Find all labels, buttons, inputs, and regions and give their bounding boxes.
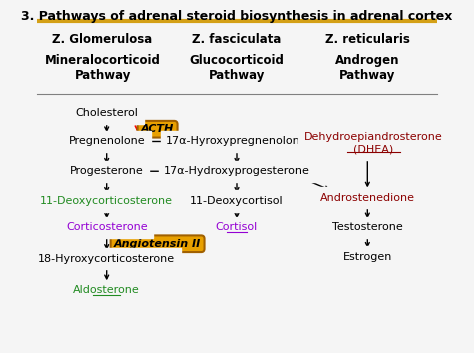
- Text: 3. Pathways of adrenal steroid biosynthesis in adrenal cortex: 3. Pathways of adrenal steroid biosynthe…: [21, 10, 453, 23]
- Text: Androgen
Pathway: Androgen Pathway: [335, 54, 400, 82]
- Text: Angiotensin II: Angiotensin II: [114, 239, 201, 249]
- Text: Dehydroepiandrosterone
(DHEA): Dehydroepiandrosterone (DHEA): [304, 132, 443, 154]
- Text: 17α-Hyroxypregnenolone: 17α-Hyroxypregnenolone: [166, 137, 308, 146]
- Text: Z. reticularis: Z. reticularis: [325, 34, 410, 46]
- Text: Cholesterol: Cholesterol: [75, 108, 138, 119]
- Text: Aldosterone: Aldosterone: [73, 285, 140, 295]
- Text: 11-Deoxycortisol: 11-Deoxycortisol: [190, 196, 284, 206]
- Text: Z. Glomerulosa: Z. Glomerulosa: [53, 34, 153, 46]
- Text: Cortisol: Cortisol: [216, 222, 258, 232]
- Text: Mineralocorticoid
Pathway: Mineralocorticoid Pathway: [45, 54, 161, 82]
- Text: Progesterone: Progesterone: [70, 166, 144, 176]
- Text: Glucocorticoid
Pathway: Glucocorticoid Pathway: [190, 54, 284, 82]
- Text: Androstenedione: Androstenedione: [320, 192, 415, 203]
- Text: Testosterone: Testosterone: [332, 222, 403, 232]
- Text: Pregnenolone: Pregnenolone: [68, 137, 145, 146]
- Text: ACTH: ACTH: [141, 124, 174, 134]
- Text: 17α-Hydroxyprogesterone: 17α-Hydroxyprogesterone: [164, 166, 310, 176]
- Text: Corticosterone: Corticosterone: [66, 222, 147, 232]
- Text: 18-Hyroxycorticosterone: 18-Hyroxycorticosterone: [38, 254, 175, 264]
- Text: 11-Deoxycorticosterone: 11-Deoxycorticosterone: [40, 196, 173, 206]
- Text: Estrogen: Estrogen: [343, 252, 392, 262]
- Text: Z. fasciculata: Z. fasciculata: [192, 34, 282, 46]
